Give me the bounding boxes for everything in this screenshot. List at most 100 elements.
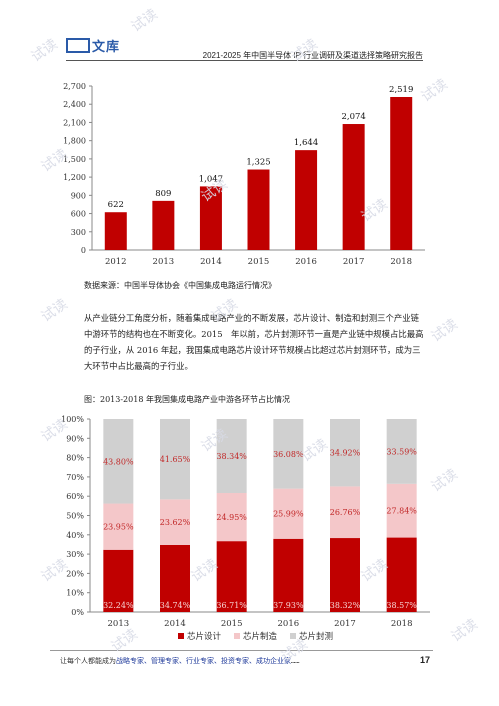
segment-value-label: 36.71% bbox=[216, 601, 247, 610]
y-tick-label: 40% bbox=[66, 531, 84, 540]
header-divider bbox=[66, 60, 423, 61]
legend-label: 芯片封测 bbox=[299, 631, 333, 642]
y-tick-label: 10% bbox=[66, 589, 84, 598]
y-tick-label: 600 bbox=[71, 210, 86, 219]
stack-segment bbox=[386, 483, 417, 538]
segment-value-label: 25.99% bbox=[273, 510, 304, 519]
x-tick-label: 2014 bbox=[200, 257, 222, 267]
x-tick-label: 2017 bbox=[343, 257, 365, 267]
stack-segment bbox=[103, 549, 134, 612]
segment-value-label: 33.59% bbox=[386, 447, 417, 456]
x-tick-label: 2018 bbox=[390, 257, 412, 267]
stack-segment bbox=[216, 492, 247, 542]
x-tick-label: 2015 bbox=[221, 619, 243, 629]
y-tick-label: 100% bbox=[61, 415, 84, 424]
y-tick-label: 80% bbox=[66, 454, 84, 463]
bar-value-label: 1,047 bbox=[199, 174, 223, 184]
stack-segment bbox=[160, 418, 190, 500]
y-tick-label: 70% bbox=[66, 473, 84, 482]
logo-text: 文库 bbox=[92, 39, 121, 54]
y-tick-label: 2,700 bbox=[63, 82, 86, 91]
bar bbox=[152, 200, 175, 250]
y-tick-label: 0% bbox=[71, 608, 84, 617]
bar bbox=[342, 124, 365, 250]
segment-value-label: 26.76% bbox=[330, 508, 361, 517]
analysis-paragraph: 从产业链分工角度分析，随着集成电路产业的不断发展，芯片设计、制造和封测三个产业链… bbox=[84, 313, 424, 371]
bar-value-label: 2,519 bbox=[389, 85, 413, 95]
stack-segment bbox=[216, 419, 247, 493]
y-tick-label: 1,200 bbox=[63, 173, 86, 182]
bar-value-label: 1,325 bbox=[246, 158, 270, 168]
y-tick-label: 30% bbox=[66, 550, 84, 559]
stack-segment bbox=[330, 486, 360, 539]
segment-value-label: 23.62% bbox=[160, 518, 191, 527]
y-tick-label: 1,800 bbox=[63, 137, 86, 146]
legend-label: 芯片制造 bbox=[243, 631, 278, 642]
footer-roles: 战略专家、管理专家、行业专家、投资专家、成功企业家 bbox=[116, 657, 291, 665]
footer-slogan: 让每个人都能成为战略专家、管理专家、行业专家、投资专家、成功企业家…… bbox=[60, 656, 299, 666]
stack-segment bbox=[273, 419, 304, 489]
segment-value-label: 34.92% bbox=[330, 449, 361, 458]
bar-value-label: 1,644 bbox=[294, 138, 318, 148]
bar-value-label: 809 bbox=[155, 189, 171, 199]
y-tick-label: 300 bbox=[71, 228, 86, 237]
x-tick-label: 2013 bbox=[153, 257, 175, 267]
x-tick-label: 2015 bbox=[248, 257, 270, 267]
bar bbox=[247, 169, 270, 250]
y-tick-label: 20% bbox=[66, 569, 84, 578]
stack-segment bbox=[273, 488, 304, 539]
page-header: 文库 2021-2025 年中国半导体 IP 行业调研及渠道选择策略研究报告 bbox=[0, 0, 499, 61]
report-title: 2021-2025 年中国半导体 IP 行业调研及渠道选择策略研究报告 bbox=[202, 51, 423, 60]
x-tick-label: 2018 bbox=[391, 619, 413, 629]
footer-ellipsis: …… bbox=[291, 657, 300, 665]
y-tick-label: 50% bbox=[66, 512, 84, 521]
x-tick-label: 2014 bbox=[164, 619, 186, 629]
y-tick-label: 900 bbox=[71, 191, 86, 200]
stack-segment bbox=[160, 499, 190, 545]
stack-segment bbox=[273, 538, 304, 612]
wenku-logo: 文库 bbox=[66, 36, 120, 55]
bar-value-label: 622 bbox=[108, 200, 124, 210]
stack-segment bbox=[216, 541, 247, 612]
figure-caption: 图：2013-2018 年我国集成电路产业中游各环节占比情况 bbox=[84, 395, 290, 404]
logo-mark-icon bbox=[66, 38, 90, 53]
segment-value-label: 36.08% bbox=[273, 450, 304, 459]
y-tick-label: 2,400 bbox=[63, 100, 86, 109]
segment-value-label: 23.95% bbox=[103, 523, 134, 532]
footer-divider bbox=[50, 650, 433, 651]
stack-segment bbox=[386, 419, 417, 484]
legend-swatch bbox=[290, 633, 296, 639]
stack-segment bbox=[330, 538, 360, 612]
segment-value-label: 41.65% bbox=[160, 455, 191, 464]
x-tick-label: 2017 bbox=[334, 619, 356, 629]
y-tick-label: 60% bbox=[66, 492, 84, 501]
segment-value-label: 38.34% bbox=[216, 452, 247, 461]
share-stacked-bar-chart: 0% 10% 20% 30% 40% 50% 60% 70% 80% 90% 100% 32.24% 2… bbox=[61, 415, 430, 642]
segment-value-label: 34.74% bbox=[160, 601, 191, 610]
segment-value-label: 24.95% bbox=[216, 513, 247, 522]
data-source-note: 数据来源：中国半导体协会《中国集成电路运行情况》 bbox=[84, 281, 276, 290]
bar bbox=[295, 150, 318, 250]
segment-value-label: 27.84% bbox=[386, 507, 417, 516]
x-tick-label: 2016 bbox=[295, 257, 317, 267]
x-tick-label: 2016 bbox=[278, 619, 300, 629]
x-tick-label: 2012 bbox=[105, 257, 127, 267]
segment-value-label: 32.24% bbox=[103, 601, 134, 610]
y-tick-label: 90% bbox=[66, 434, 84, 443]
bar bbox=[104, 212, 127, 250]
segment-value-label: 43.80% bbox=[103, 457, 134, 466]
segment-value-label: 37.93% bbox=[273, 601, 304, 610]
legend-swatch bbox=[178, 633, 184, 639]
bar bbox=[390, 96, 413, 250]
y-tick-label: 0 bbox=[81, 246, 86, 255]
stack-segment bbox=[386, 537, 417, 612]
stack-segment bbox=[330, 419, 360, 487]
x-tick-label: 2013 bbox=[108, 619, 130, 629]
legend-swatch bbox=[234, 633, 240, 639]
segment-value-label: 38.32% bbox=[330, 601, 361, 610]
bar bbox=[199, 186, 222, 250]
segment-value-label: 38.57% bbox=[386, 601, 417, 610]
y-tick-label: 1,500 bbox=[63, 155, 86, 164]
page-number: 17 bbox=[420, 655, 431, 665]
stack-segment bbox=[103, 503, 134, 550]
